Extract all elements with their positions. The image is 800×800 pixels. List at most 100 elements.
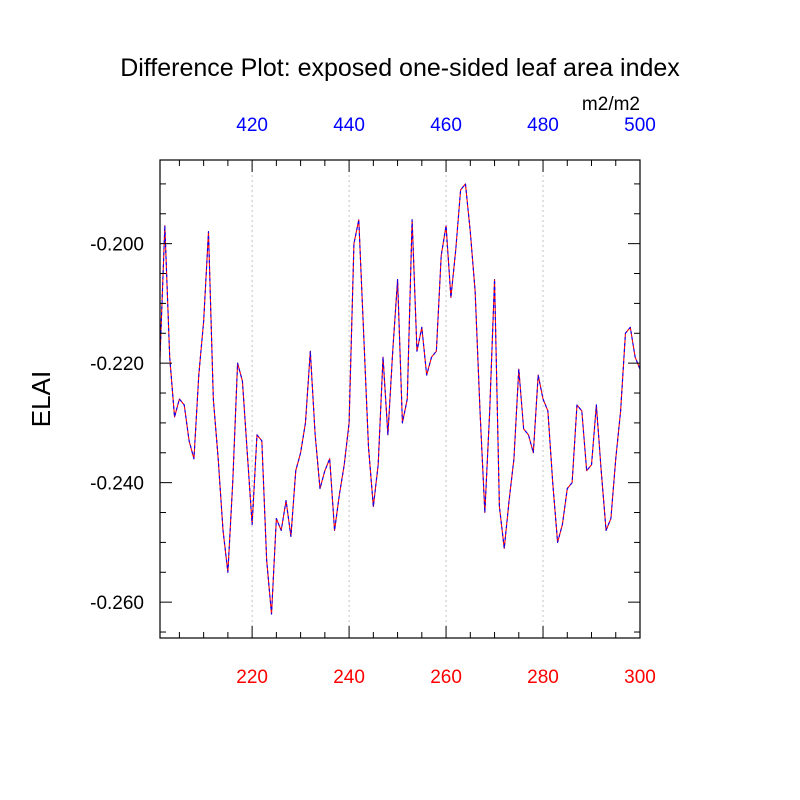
data-point bbox=[605, 530, 607, 531]
data-point bbox=[203, 320, 205, 322]
data-point bbox=[256, 434, 258, 436]
tick-labels: 220 240 260 280 300 420 440 460 480 500 -0.200 -0.2… bbox=[90, 115, 656, 688]
data-point bbox=[237, 362, 238, 364]
data-point bbox=[547, 410, 549, 412]
data-point bbox=[164, 225, 166, 227]
data-point bbox=[591, 464, 592, 466]
data-point bbox=[402, 422, 403, 424]
x-tick-label-top: 500 bbox=[624, 115, 656, 136]
data-point bbox=[261, 440, 263, 442]
data-point bbox=[484, 512, 486, 513]
data-point bbox=[440, 255, 442, 256]
data-point bbox=[368, 446, 369, 448]
data-point bbox=[309, 350, 311, 352]
data-point bbox=[479, 410, 481, 412]
data-point bbox=[319, 488, 321, 490]
data-point bbox=[566, 488, 568, 490]
data-point bbox=[232, 482, 234, 484]
data-point bbox=[334, 530, 335, 531]
data-point bbox=[305, 422, 306, 424]
data-point bbox=[314, 434, 316, 436]
x-tick-label-bottom: 280 bbox=[527, 667, 559, 688]
x-tick-label-top: 460 bbox=[430, 115, 462, 136]
data-point bbox=[397, 279, 398, 280]
data-point bbox=[246, 452, 248, 454]
data-point bbox=[532, 452, 534, 454]
data-point bbox=[377, 464, 379, 466]
data-point bbox=[523, 428, 525, 430]
data-point bbox=[348, 422, 350, 424]
y-tick-label: -0.240 bbox=[90, 474, 144, 495]
data-point bbox=[285, 500, 287, 501]
x-tick-label-bottom: 300 bbox=[624, 667, 656, 688]
data-point bbox=[513, 458, 515, 460]
data-point bbox=[557, 542, 558, 543]
data-point bbox=[174, 416, 175, 418]
data-point bbox=[469, 231, 471, 233]
data-point bbox=[208, 231, 209, 233]
data-point bbox=[178, 398, 180, 400]
data-point bbox=[508, 500, 510, 501]
x-tick-label-top: 440 bbox=[333, 115, 365, 136]
data-point bbox=[552, 482, 554, 484]
data-point bbox=[435, 350, 437, 352]
data-point bbox=[615, 458, 617, 460]
data-point bbox=[329, 458, 331, 460]
data-point bbox=[188, 440, 190, 442]
data-point bbox=[445, 225, 447, 227]
data-point bbox=[411, 219, 413, 221]
data-point bbox=[280, 530, 282, 531]
data-point bbox=[343, 464, 345, 466]
data-point bbox=[372, 506, 374, 507]
data-point bbox=[518, 368, 520, 370]
data-point bbox=[562, 524, 563, 525]
data-point bbox=[266, 559, 268, 561]
y-axis-title: ELAI bbox=[26, 371, 56, 427]
data-point bbox=[542, 398, 544, 400]
data-point bbox=[494, 279, 495, 280]
data-point bbox=[353, 243, 355, 245]
data-point bbox=[222, 530, 224, 531]
data-point bbox=[275, 518, 277, 519]
plot-frame bbox=[159, 159, 641, 639]
data-point bbox=[382, 356, 384, 358]
data-point bbox=[227, 571, 229, 573]
data-point bbox=[183, 404, 185, 406]
data-point bbox=[625, 332, 626, 334]
series-line-blue bbox=[159, 183, 641, 615]
data-point bbox=[581, 410, 583, 412]
data-point bbox=[537, 374, 539, 376]
data-point bbox=[460, 189, 462, 191]
data-point bbox=[242, 380, 243, 382]
data-point bbox=[474, 291, 476, 292]
data-point bbox=[198, 374, 200, 376]
y-tick-label: -0.220 bbox=[90, 354, 144, 375]
units-label: m2/m2 bbox=[582, 94, 640, 115]
y-tick-label: -0.260 bbox=[90, 593, 144, 614]
chart-title: Difference Plot: exposed one-sided leaf … bbox=[120, 54, 680, 82]
data-point bbox=[193, 458, 195, 460]
data-point bbox=[431, 356, 432, 358]
data-point bbox=[212, 398, 214, 400]
data-point bbox=[595, 404, 597, 406]
data-point bbox=[528, 434, 529, 436]
data-point bbox=[498, 506, 500, 507]
x-tick-label-bottom: 260 bbox=[430, 667, 462, 688]
x-tick-label-top: 480 bbox=[527, 115, 559, 136]
x-tick-label-bottom: 240 bbox=[333, 667, 365, 688]
data-point bbox=[634, 356, 636, 358]
data-point bbox=[392, 350, 394, 352]
data-point bbox=[571, 482, 573, 484]
x-tick-label-bottom: 220 bbox=[236, 667, 268, 688]
data-point bbox=[426, 374, 428, 376]
data-point bbox=[489, 410, 491, 412]
data-point bbox=[358, 219, 360, 221]
data-point bbox=[629, 326, 631, 328]
x-tick-label-top: 420 bbox=[236, 115, 268, 136]
data-point bbox=[295, 470, 297, 472]
data-point bbox=[271, 613, 272, 615]
data-point bbox=[620, 410, 622, 412]
data-point bbox=[387, 434, 389, 436]
data-point bbox=[338, 494, 340, 495]
